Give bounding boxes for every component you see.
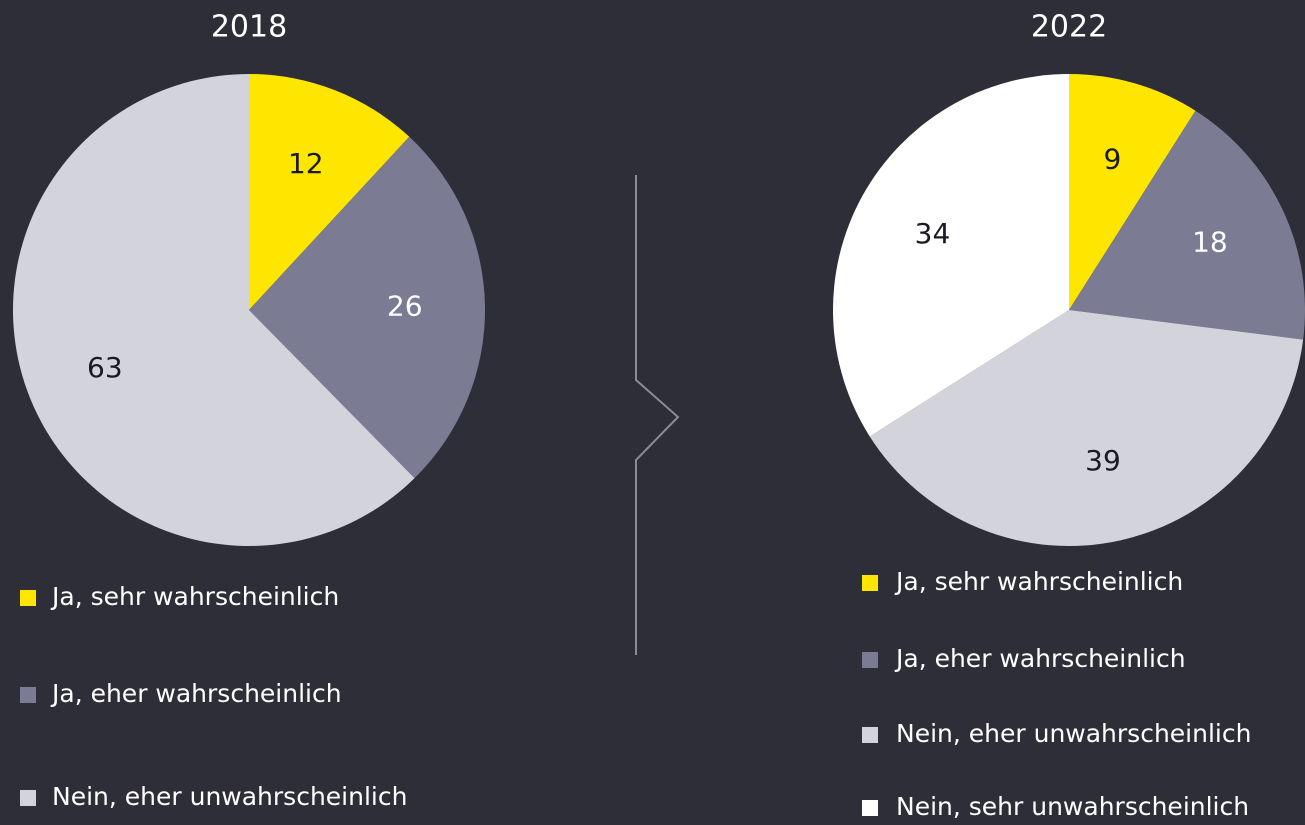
pie-slice — [833, 74, 1069, 437]
legend-swatch — [862, 652, 878, 668]
slice-label: 9 — [1104, 142, 1122, 175]
legend-label: Ja, eher wahrscheinlich — [50, 679, 342, 708]
legend-label: Nein, sehr unwahrscheinlich — [896, 792, 1249, 821]
legend-label: Nein, eher unwahrscheinlich — [896, 719, 1251, 748]
legend-swatch — [862, 727, 878, 743]
legend-swatch — [20, 590, 36, 606]
chart-title: 2022 — [1031, 10, 1107, 45]
slice-label: 12 — [288, 147, 324, 180]
separator — [635, 175, 680, 655]
slice-label: 34 — [915, 217, 951, 250]
chart-title: 2018 — [211, 10, 287, 45]
pie-slice — [12, 74, 415, 546]
legend-swatch — [20, 687, 36, 703]
pie-slice — [249, 74, 410, 310]
pie-slice — [249, 136, 485, 479]
legend-label: Ja, sehr wahrscheinlich — [50, 582, 339, 611]
pie-slice — [1069, 110, 1305, 340]
legend-swatch — [20, 790, 36, 806]
slice-label: 39 — [1085, 444, 1121, 477]
pie-slice — [869, 310, 1304, 547]
legend-swatch — [862, 800, 878, 816]
slice-label: 63 — [87, 351, 123, 384]
slice-label: 18 — [1192, 226, 1228, 259]
pie-slice — [1069, 74, 1196, 310]
legend-label: Ja, eher wahrscheinlich — [894, 644, 1186, 673]
legend-label: Ja, sehr wahrscheinlich — [894, 567, 1183, 596]
legend-label: Nein, eher unwahrscheinlich — [52, 782, 407, 811]
slice-label: 26 — [387, 290, 423, 323]
legend-swatch — [862, 575, 878, 591]
